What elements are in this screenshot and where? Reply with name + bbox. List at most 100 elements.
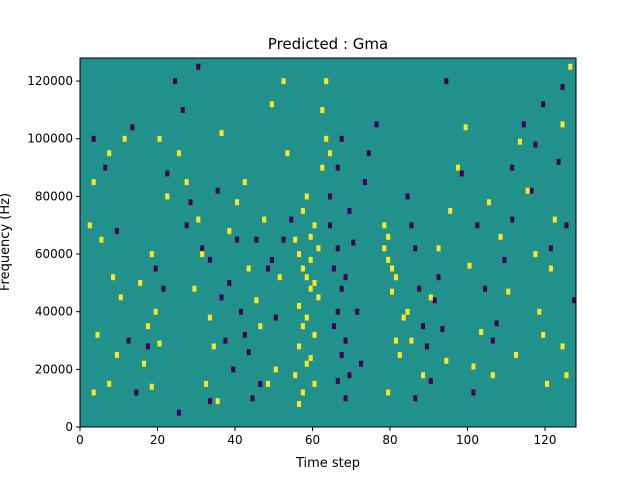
heatmap-cell-high: [297, 303, 302, 310]
heatmap-cell-low: [413, 395, 418, 402]
heatmap-cell-high: [533, 251, 538, 258]
heatmap-cell-low: [471, 389, 476, 396]
heatmap-cell-low: [560, 83, 565, 90]
heatmap-cell-low: [339, 352, 344, 359]
heatmap-cell-high: [157, 135, 162, 142]
heatmap-cell-high: [386, 389, 391, 396]
heatmap-cell-low: [188, 199, 193, 206]
heatmap-cell-high: [149, 383, 154, 390]
heatmap-cell-high: [444, 357, 449, 364]
heatmap-cell-high: [153, 308, 158, 315]
heatmap-cell-high: [107, 380, 112, 387]
heatmap-cell-low: [510, 216, 515, 223]
heatmap-cell-low: [161, 285, 166, 292]
heatmap-cell-high: [312, 222, 317, 229]
y-tick-label: 120000: [27, 74, 73, 88]
heatmap-cell-high: [506, 288, 511, 295]
heatmap-cell-high: [114, 352, 119, 359]
heatmap-cell-high: [293, 236, 298, 243]
heatmap-cell-low: [273, 314, 278, 321]
heatmap-cell-low: [196, 63, 201, 70]
x-tick-label: 60: [305, 433, 320, 447]
heatmap-cell-low: [362, 179, 367, 186]
heatmap-cell-low: [556, 158, 561, 165]
heatmap-cell-low: [215, 187, 220, 194]
x-tick-label: 100: [456, 433, 479, 447]
heatmap-cell-high: [436, 245, 441, 252]
heatmap-cell-high: [560, 343, 565, 350]
heatmap-cell-high: [304, 360, 309, 367]
chart-title: Predicted : Gma: [268, 35, 388, 53]
heatmap-cell-low: [405, 193, 410, 200]
heatmap-cell-low: [184, 222, 189, 229]
heatmap-cell-high: [297, 343, 302, 350]
heatmap-cell-high: [196, 216, 201, 223]
heatmap-cell-low: [331, 265, 336, 272]
heatmap-cell-high: [312, 331, 317, 338]
heatmap-cell-high: [537, 308, 542, 315]
heatmap-cell-low: [335, 377, 340, 384]
heatmap-cell-high: [285, 150, 290, 157]
heatmap-cell-low: [269, 256, 274, 263]
heatmap-cell-low: [424, 343, 429, 350]
heatmap-cell-low: [440, 326, 445, 333]
heatmap-cell-high: [328, 150, 333, 157]
heatmap-cell-high: [568, 63, 573, 70]
heatmap-cell-high: [304, 193, 309, 200]
heatmap-cell-low: [176, 409, 181, 416]
heatmap-cell-low: [355, 308, 360, 315]
heatmap-cell-high: [176, 150, 181, 157]
y-tick-label: 0: [65, 420, 73, 434]
heatmap-cell-high: [207, 314, 212, 321]
heatmap-cell-low: [421, 323, 426, 330]
y-axis: 0 20000 40000 60000 80000 100000 120000: [27, 74, 80, 434]
heatmap-cell-low: [564, 222, 569, 229]
heatmap-background: [80, 58, 576, 427]
heatmap-cell-low: [134, 389, 139, 396]
heatmap-cell-high: [273, 366, 278, 373]
heatmap-cell-high: [300, 207, 305, 214]
heatmap-cell-low: [266, 265, 271, 272]
y-tick-label: 80000: [35, 189, 73, 203]
plot-frame: [79, 57, 577, 428]
heatmap-cell-high: [448, 207, 453, 214]
heatmap-cell-low: [180, 107, 185, 113]
heatmap-cell-low: [281, 236, 286, 243]
heatmap-cell-low: [347, 207, 352, 214]
heatmap-cell-high: [87, 222, 92, 229]
heatmap-cell-low: [347, 372, 352, 379]
heatmap-cell-low: [413, 245, 418, 252]
heatmap-cell-high: [552, 216, 557, 223]
heatmap-cell-low: [490, 337, 495, 344]
heatmap-cell-low: [343, 395, 348, 402]
heatmap-cell-low: [436, 274, 441, 281]
heatmap-cell-low: [173, 78, 178, 85]
heatmap-cell-low: [130, 124, 135, 131]
x-axis-label: Time step: [295, 456, 360, 471]
heatmap-cell-high: [386, 233, 391, 240]
heatmap-cell-high: [184, 179, 189, 186]
heatmap-cell-low: [541, 101, 546, 108]
heatmap-cell-high: [421, 372, 426, 379]
heatmap-cell-low: [246, 349, 251, 356]
heatmap-cell-low: [529, 187, 534, 194]
heatmap-cell-high: [393, 337, 398, 344]
heatmap-cell-high: [107, 150, 112, 157]
heatmap-cell-high: [308, 233, 313, 240]
heatmap-cell-high: [386, 256, 391, 263]
heatmap-cell-high: [463, 124, 468, 131]
heatmap-cell-low: [258, 380, 263, 387]
heatmap-cell-low: [494, 320, 499, 327]
heatmap-cell-low: [343, 337, 348, 344]
heatmap-cell-low: [374, 121, 379, 128]
heatmap-cell-low: [331, 323, 336, 330]
heatmap-cell-high: [91, 389, 96, 396]
heatmap-cell-high: [254, 297, 259, 304]
heatmap-cell-high: [293, 372, 298, 379]
heatmap-cell-high: [300, 265, 305, 272]
heatmap-cell-low: [339, 135, 344, 142]
heatmap-cell-high: [324, 78, 329, 85]
heatmap-cell-low: [165, 170, 170, 177]
heatmap-cell-high: [297, 401, 302, 408]
heatmap-cell-low: [242, 331, 247, 338]
